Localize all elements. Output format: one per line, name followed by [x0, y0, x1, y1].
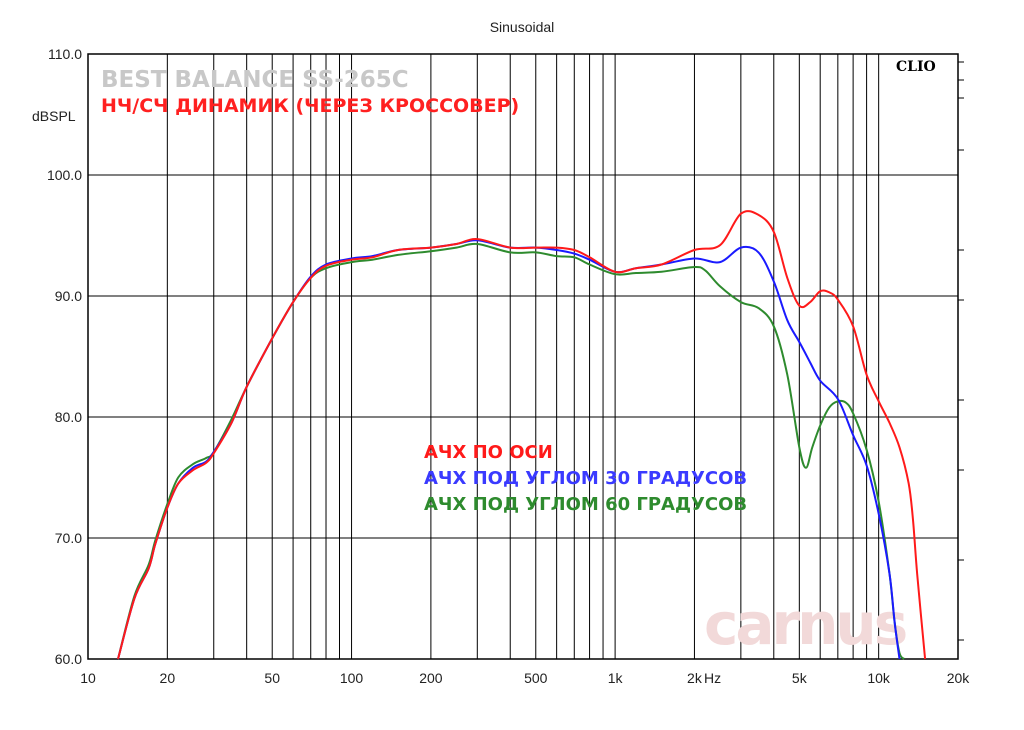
y-axis-label: dBSPL — [32, 108, 76, 124]
x-tick-label: 1k — [608, 670, 624, 686]
overlay-subtitle: НЧ/СЧ ДИНАМИК (ЧЕРЕЗ КРОССОВЕР) — [101, 95, 519, 117]
y-tick-labels: 110.0 100.0 90.0 80.0 70.0 60.0 — [47, 46, 82, 667]
y-tick-label: 90.0 — [55, 288, 82, 304]
x-tick-label: 100 — [340, 670, 364, 686]
x-tick-labels: 10 20 50 100 200 500 1k 2k 5k 10k 20k — [80, 670, 970, 686]
y-tick-label: 70.0 — [55, 530, 82, 546]
y-tick-label: 80.0 — [55, 409, 82, 425]
watermark: carnus — [704, 590, 906, 658]
chart-title: Sinusoidal — [490, 19, 555, 35]
brand-label: CLIO — [896, 59, 936, 75]
x-tick-label: 5k — [792, 670, 808, 686]
y-tick-label: 60.0 — [55, 651, 82, 667]
x-tick-label: 10 — [80, 670, 96, 686]
x-tick-label: 50 — [264, 670, 280, 686]
overlay-title: BEST BALANCE SS-265C — [101, 67, 409, 93]
x-tick-label: 500 — [524, 670, 548, 686]
x-tick-label: 200 — [419, 670, 443, 686]
x-tick-label: 10k — [867, 670, 891, 686]
plot-border — [87, 53, 959, 660]
y-tick-label: 110.0 — [48, 46, 82, 62]
legend-entry-60-deg: АЧХ ПОД УГЛОМ 60 ГРАДУСОВ — [424, 494, 747, 515]
right-scale-marks — [958, 61, 964, 641]
x-tick-label: 20 — [160, 670, 176, 686]
x-tick-label: 2k — [687, 670, 703, 686]
y-tick-label: 100.0 — [47, 167, 82, 183]
response-curves — [117, 210, 927, 660]
curve-on-axis — [117, 210, 927, 660]
grid — [88, 54, 958, 659]
x-tick-label: 20k — [947, 670, 971, 686]
legend-entry-30-deg: АЧХ ПОД УГЛОМ 30 ГРАДУСОВ — [424, 468, 747, 489]
legend-entry-on-axis: АЧХ ПО ОСИ — [424, 442, 553, 463]
x-axis-label: Hz — [704, 670, 721, 686]
